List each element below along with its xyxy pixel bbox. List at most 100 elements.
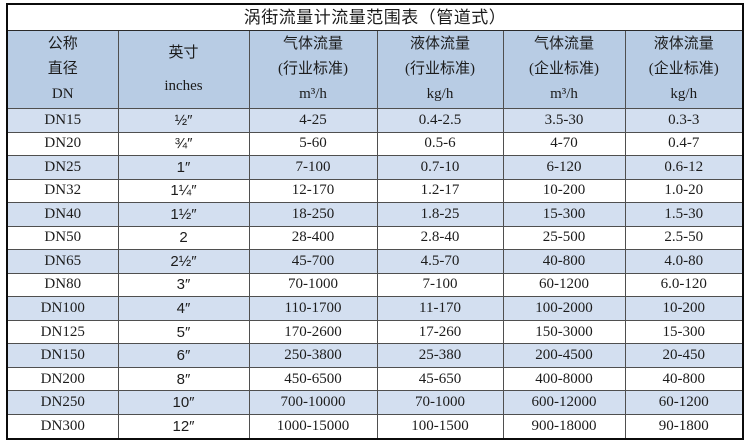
cell-dn: DN50 xyxy=(8,225,119,251)
table-row: DN65 2½″ 45-700 4.5-70 40-800 4.0-80 xyxy=(8,249,742,274)
cell-liquid-industry: 4.5-70 xyxy=(376,249,504,274)
cell-liquid-industry: 1.2-17 xyxy=(376,178,504,204)
cell-gas-industry: 12-170 xyxy=(248,178,378,204)
col-header-gas-flow-enterprise: 气体流量 (企业标准) m³/h xyxy=(502,31,626,109)
cell-gas-industry: 250-3800 xyxy=(248,343,378,368)
cell-gas-enterprise: 6-120 xyxy=(502,155,626,180)
cell-gas-enterprise: 400-8000 xyxy=(502,366,626,392)
cell-gas-industry: 170-2600 xyxy=(248,319,378,345)
header-line: DN xyxy=(51,86,74,102)
cell-inches: 1″ xyxy=(117,155,250,180)
table-title: 涡街流量计流量范围表（管道式） xyxy=(8,5,742,31)
table-row: DN40 1½″ 18-250 1.8-25 15-300 1.5-30 xyxy=(8,202,742,227)
col-header-liquid-flow-industry: 液体流量 (行业标准) kg/h xyxy=(376,31,504,109)
cell-liquid-industry: 45-650 xyxy=(376,366,504,392)
col-header-liquid-flow-enterprise: 液体流量 (企业标准) kg/h xyxy=(624,31,742,109)
table-header: 公称 直径 DN 英寸 inches 气体流量 (行业标准) m³/h xyxy=(8,31,742,109)
cell-inches: 4″ xyxy=(117,296,250,321)
cell-gas-enterprise: 100-2000 xyxy=(502,296,626,321)
flow-range-table: 公称 直径 DN 英寸 inches 气体流量 (行业标准) m³/h xyxy=(8,31,742,438)
table-row: DN125 5″ 170-2600 17-260 150-3000 15-300 xyxy=(8,319,742,345)
header-line: 气体流量 xyxy=(533,36,594,52)
cell-dn: DN200 xyxy=(8,366,119,392)
header-row: 公称 直径 DN 英寸 inches 气体流量 (行业标准) m³/h xyxy=(8,31,742,109)
cell-gas-industry: 45-700 xyxy=(248,249,378,274)
cell-gas-enterprise: 10-200 xyxy=(502,178,626,204)
cell-dn: DN25 xyxy=(8,155,119,180)
cell-gas-industry: 1000-15000 xyxy=(248,413,378,438)
header-line: 液体流量 xyxy=(409,36,470,52)
header-line: kg/h xyxy=(426,86,454,102)
cell-gas-industry: 4-25 xyxy=(248,108,378,133)
header-line: 英寸 xyxy=(168,45,199,61)
cell-liquid-industry: 0.5-6 xyxy=(376,131,504,157)
cell-inches: 2½″ xyxy=(117,249,250,274)
table-row: DN150 6″ 250-3800 25-380 200-4500 20-450 xyxy=(8,343,742,368)
cell-liquid-industry: 100-1500 xyxy=(376,413,504,438)
cell-inches: 8″ xyxy=(117,366,250,392)
table-row: DN50 2 28-400 2.8-40 25-500 2.5-50 xyxy=(8,225,742,251)
cell-liquid-industry: 2.8-40 xyxy=(376,225,504,251)
header-line: 公称 xyxy=(47,36,78,52)
cell-inches: 5″ xyxy=(117,319,250,345)
cell-gas-industry: 450-6500 xyxy=(248,366,378,392)
cell-liquid-industry: 70-1000 xyxy=(376,390,504,415)
cell-inches: 1½″ xyxy=(117,202,250,227)
cell-dn: DN100 xyxy=(8,296,119,321)
cell-gas-enterprise: 600-12000 xyxy=(502,390,626,415)
table-row: DN32 1¼″ 12-170 1.2-17 10-200 1.0-20 xyxy=(8,178,742,204)
col-header-inches: 英寸 inches xyxy=(117,31,250,109)
cell-gas-enterprise: 4-70 xyxy=(502,131,626,157)
cell-liquid-industry: 17-260 xyxy=(376,319,504,345)
header-line: 直径 xyxy=(47,61,78,77)
header-line: (行业标准) xyxy=(278,61,348,77)
header-line: m³/h xyxy=(550,86,578,102)
cell-gas-industry: 110-1700 xyxy=(248,296,378,321)
header-line: 液体流量 xyxy=(653,36,714,52)
cell-inches: ¾″ xyxy=(117,131,250,157)
cell-dn: DN80 xyxy=(8,272,119,298)
cell-liquid-industry: 1.8-25 xyxy=(376,202,504,227)
cell-liquid-enterprise: 10-200 xyxy=(624,296,742,321)
cell-gas-enterprise: 3.5-30 xyxy=(502,108,626,133)
cell-liquid-enterprise: 0.3-3 xyxy=(624,108,742,133)
cell-liquid-enterprise: 90-1800 xyxy=(624,413,742,438)
cell-gas-enterprise: 25-500 xyxy=(502,225,626,251)
cell-dn: DN15 xyxy=(8,108,119,133)
header-line: (行业标准) xyxy=(405,61,475,77)
table-row: DN80 3″ 70-1000 7-100 60-1200 6.0-120 xyxy=(8,272,742,298)
cell-dn: DN150 xyxy=(8,343,119,368)
cell-liquid-industry: 25-380 xyxy=(376,343,504,368)
cell-gas-industry: 70-1000 xyxy=(248,272,378,298)
cell-inches: 3″ xyxy=(117,272,250,298)
cell-dn: DN250 xyxy=(8,390,119,415)
table-row: DN300 12″ 1000-15000 100-1500 900-18000 90-18… xyxy=(8,413,742,438)
cell-liquid-enterprise: 20-450 xyxy=(624,343,742,368)
header-line: inches xyxy=(164,78,203,94)
table-row: DN15 ½″ 4-25 0.4-2.5 3.5-30 0.3-3 xyxy=(8,108,742,133)
cell-liquid-industry: 0.4-2.5 xyxy=(376,108,504,133)
cell-gas-enterprise: 15-300 xyxy=(502,202,626,227)
cell-gas-enterprise: 60-1200 xyxy=(502,272,626,298)
cell-gas-enterprise: 40-800 xyxy=(502,249,626,274)
cell-inches: 1¼″ xyxy=(117,178,250,204)
cell-gas-enterprise: 900-18000 xyxy=(502,413,626,438)
table-row: DN100 4″ 110-1700 11-170 100-2000 10-200 xyxy=(8,296,742,321)
cell-liquid-enterprise: 4.0-80 xyxy=(624,249,742,274)
table-body: DN15 ½″ 4-25 0.4-2.5 3.5-30 0.3-3 DN20 ¾″ 5-60 0.… xyxy=(8,108,742,438)
col-header-gas-flow-industry: 气体流量 (行业标准) m³/h xyxy=(248,31,378,109)
header-line: kg/h xyxy=(670,86,698,102)
cell-liquid-enterprise: 60-1200 xyxy=(624,390,742,415)
header-line: m³/h xyxy=(299,86,327,102)
cell-dn: DN40 xyxy=(8,202,119,227)
cell-gas-industry: 18-250 xyxy=(248,202,378,227)
cell-liquid-enterprise: 40-800 xyxy=(624,366,742,392)
cell-liquid-enterprise: 2.5-50 xyxy=(624,225,742,251)
table-row: DN250 10″ 700-10000 70-1000 600-12000 60-1200 xyxy=(8,390,742,415)
cell-gas-industry: 5-60 xyxy=(248,131,378,157)
col-header-nominal-diameter: 公称 直径 DN xyxy=(8,31,119,109)
cell-liquid-industry: 11-170 xyxy=(376,296,504,321)
header-line: (企业标准) xyxy=(529,61,599,77)
cell-inches: 2 xyxy=(117,225,250,251)
cell-dn: DN32 xyxy=(8,178,119,204)
